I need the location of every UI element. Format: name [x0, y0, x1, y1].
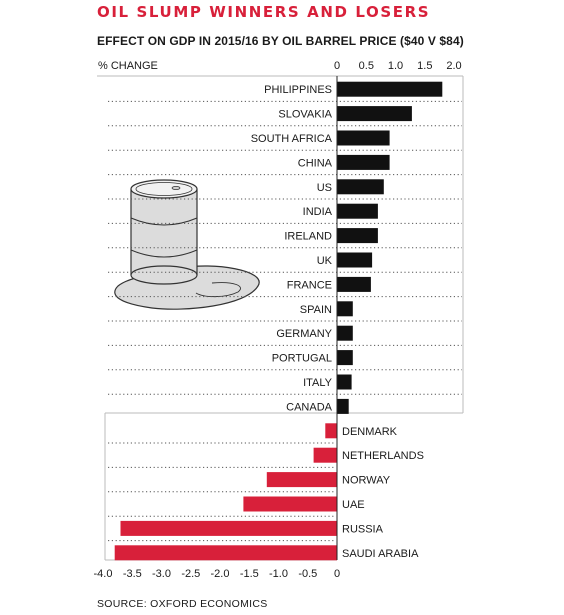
gridlines	[108, 100, 462, 542]
bar-germany	[337, 325, 353, 341]
top-tick-label: 1.0	[388, 60, 403, 72]
top-tick-label: 2.0	[446, 60, 461, 72]
bar-saudi-arabia	[114, 545, 337, 561]
bar-france	[337, 276, 371, 292]
category-label-uae: UAE	[342, 499, 365, 511]
oil-barrel-icon	[114, 179, 260, 310]
category-label-portugal: PORTUGAL	[272, 353, 332, 365]
category-label-india: INDIA	[303, 206, 333, 218]
category-label-uk: UK	[317, 255, 333, 267]
bar-china	[337, 154, 390, 170]
category-label-saudi-arabia: SAUDI ARABIA	[342, 548, 419, 560]
category-label-france: FRANCE	[287, 279, 332, 291]
x-axis-label: % CHANGE	[98, 60, 158, 72]
bar-portugal	[337, 350, 353, 366]
bar-denmark	[325, 423, 337, 439]
bar-russia	[120, 520, 337, 536]
bar-norway	[266, 472, 337, 488]
category-label-canada: CANADA	[286, 401, 333, 413]
bottom-tick-label: 0	[334, 568, 340, 580]
bars	[114, 81, 443, 561]
category-label-us: US	[317, 182, 332, 194]
category-label-norway: NORWAY	[342, 475, 391, 487]
chart-subtitle: EFFECT ON GDP IN 2015/16 BY OIL BARREL P…	[97, 34, 464, 48]
category-label-philippines: PHILIPPINES	[264, 84, 332, 96]
tick-labels: 0 0.5 1.0 1.5 2.0 -4.0 -3.5 -3.0 -2.5 -2.0 -1.5 -1.…	[94, 60, 462, 580]
bottom-tick-label: -3.5	[123, 568, 142, 580]
top-tick-label: 1.5	[417, 60, 432, 72]
category-label-netherlands: NETHERLANDS	[342, 450, 424, 462]
bottom-tick-label: -2.5	[181, 568, 200, 580]
bar-uk	[337, 252, 373, 268]
bar-uae	[243, 496, 337, 512]
category-label-china: CHINA	[298, 157, 333, 169]
top-tick-label: 0.5	[359, 60, 374, 72]
top-tick-label: 0	[334, 60, 340, 72]
bottom-tick-label: -2.0	[211, 568, 230, 580]
bar-slovakia	[337, 106, 412, 122]
category-label-slovakia: SLOVAKIA	[278, 109, 332, 121]
bar-philippines	[337, 81, 443, 97]
category-label-italy: ITALY	[303, 377, 333, 389]
category-label-denmark: DENMARK	[342, 426, 398, 438]
bar-canada	[337, 398, 349, 414]
chart-title: OIL SLUMP WINNERS AND LOSERS	[97, 3, 431, 21]
bottom-tick-label: -0.5	[298, 568, 317, 580]
bar-italy	[337, 374, 352, 390]
bar-spain	[337, 301, 353, 317]
bar-us	[337, 179, 384, 195]
bottom-tick-label: -3.0	[152, 568, 171, 580]
category-labels: PHILIPPINES SLOVAKIA SOUTH AFRICA CHINA US IN…	[251, 84, 424, 560]
category-label-south-africa: SOUTH AFRICA	[251, 133, 333, 145]
category-label-ireland: IRELAND	[284, 231, 332, 243]
category-label-germany: GERMANY	[276, 328, 332, 340]
bar-south-africa	[337, 130, 390, 146]
source-note: SOURCE: OXFORD ECONOMICS	[97, 598, 268, 610]
bar-india	[337, 203, 378, 219]
category-label-russia: RUSSIA	[342, 523, 384, 535]
bottom-tick-label: -1.0	[269, 568, 288, 580]
category-label-spain: SPAIN	[300, 304, 332, 316]
bottom-tick-label: -4.0	[94, 568, 113, 580]
bar-netherlands	[313, 447, 337, 463]
bar-ireland	[337, 228, 378, 244]
bottom-tick-label: -1.5	[240, 568, 259, 580]
